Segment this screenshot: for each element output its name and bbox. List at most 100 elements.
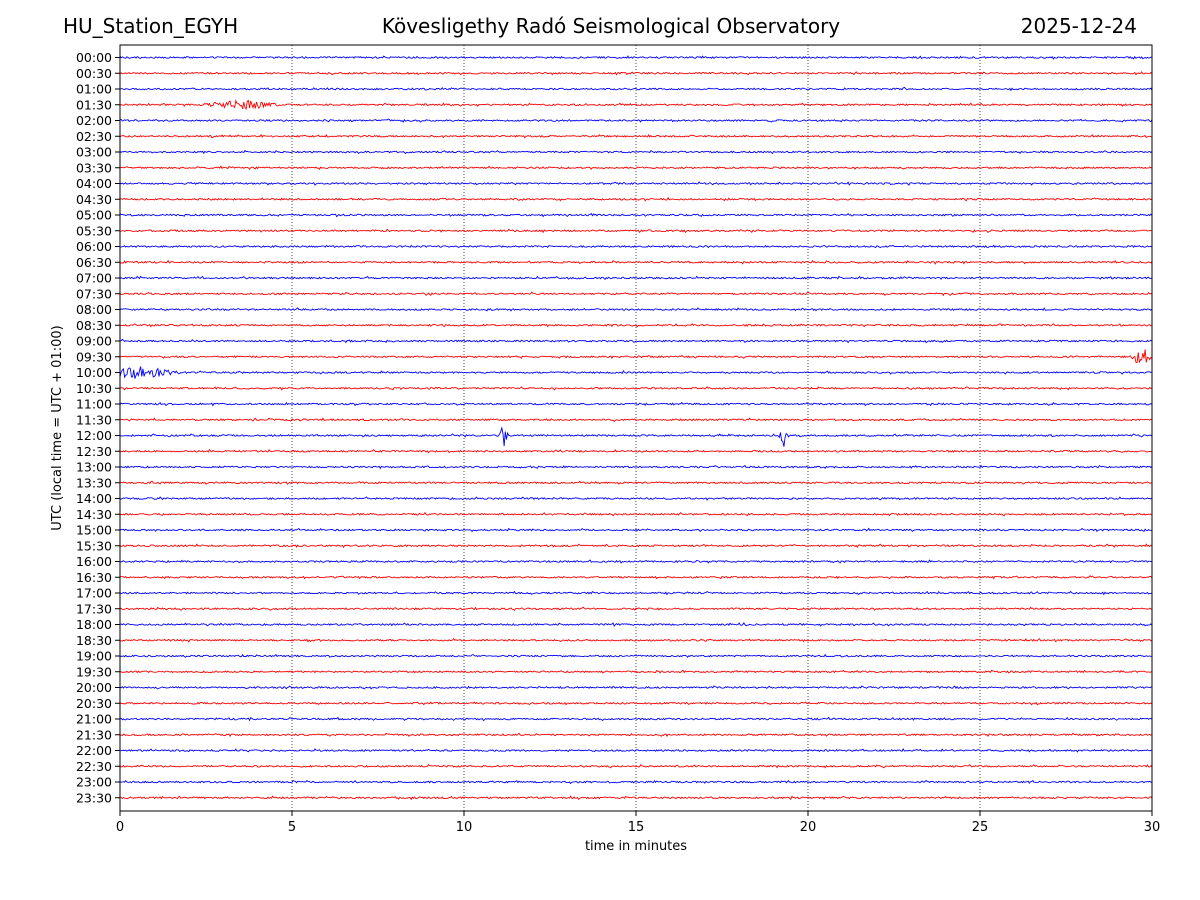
- trace-0230: [119, 133, 1153, 139]
- y-tick-label: 07:30: [76, 286, 112, 301]
- y-tick-label: 15:30: [76, 538, 112, 553]
- y-tick-label: 23:30: [76, 790, 112, 805]
- y-tick-label: 21:30: [76, 727, 112, 742]
- y-tick-label: 09:30: [76, 349, 112, 364]
- y-tick-label: 01:30: [76, 97, 112, 112]
- trace-1130: [119, 417, 1153, 422]
- y-tick-label: 00:00: [76, 50, 112, 65]
- trace-0600: [119, 244, 1153, 249]
- trace-2100: [119, 716, 1153, 722]
- trace-0200: [119, 118, 1153, 123]
- y-tick-label: 03:30: [76, 160, 112, 175]
- chart-date: 2025-12-24: [1020, 14, 1137, 38]
- trace-1800: [119, 622, 1153, 627]
- y-tick-label: 16:00: [76, 554, 112, 569]
- trace-2330: [119, 795, 1153, 801]
- trace-1000: [119, 366, 1153, 379]
- trace-0000: [119, 55, 1153, 60]
- y-tick-label: 12:00: [76, 428, 112, 443]
- x-axis-label: time in minutes: [585, 839, 687, 854]
- trace-1530: [119, 543, 1153, 549]
- y-tick-label: 18:00: [76, 617, 112, 632]
- y-tick-label: 09:00: [76, 334, 112, 349]
- x-tick-label: 15: [628, 820, 645, 835]
- trace-1700: [119, 590, 1153, 596]
- y-tick-label: 08:30: [76, 318, 112, 333]
- y-tick-label: 00:30: [76, 66, 112, 81]
- trace-1600: [119, 559, 1153, 564]
- station-name: HU_Station_EGYH: [63, 14, 239, 38]
- y-tick-label: 11:30: [76, 412, 112, 427]
- trace-0330: [119, 165, 1153, 171]
- trace-0800: [119, 307, 1153, 312]
- trace-0830: [119, 323, 1153, 328]
- x-axis: 0 5 10 15 20 25 30: [116, 811, 1160, 835]
- trace-1300: [119, 464, 1153, 470]
- x-tick-label: 20: [800, 820, 817, 835]
- trace-1200: [119, 426, 1153, 447]
- trace-0900: [119, 338, 1153, 344]
- trace-1330: [119, 480, 1153, 485]
- y-tick-label: 06:30: [76, 255, 112, 270]
- trace-0930: [119, 349, 1153, 364]
- trace-0100: [119, 86, 1153, 92]
- y-tick-label: 16:30: [76, 570, 112, 585]
- x-tick-label: 10: [456, 820, 473, 835]
- x-tick-label: 30: [1144, 820, 1161, 835]
- trace-0500: [119, 212, 1153, 218]
- y-tick-label: 19:30: [76, 664, 112, 679]
- y-tick-label: 12:30: [76, 444, 112, 459]
- y-tick-label: 08:00: [76, 302, 112, 317]
- trace-1400: [119, 496, 1153, 501]
- y-tick-label: 20:00: [76, 680, 112, 695]
- trace-0400: [119, 181, 1153, 186]
- y-tick-label: 05:00: [76, 208, 112, 223]
- trace-1930: [119, 669, 1153, 674]
- trace-0130: [119, 99, 1153, 111]
- trace-1630: [119, 575, 1153, 580]
- y-tick-label: 11:00: [76, 397, 112, 412]
- y-axis-label: UTC (local time = UTC + 01:00): [50, 325, 65, 530]
- y-tick-label: 07:00: [76, 271, 112, 286]
- y-tick-label: 04:00: [76, 176, 112, 191]
- trace-2230: [119, 763, 1153, 769]
- y-tick-label: 13:00: [76, 460, 112, 475]
- trace-2200: [119, 748, 1153, 753]
- trace-0700: [119, 275, 1153, 281]
- y-tick-label: 06:00: [76, 239, 112, 254]
- y-tick-label: 23:00: [76, 775, 112, 790]
- y-tick-label: 17:00: [76, 586, 112, 601]
- y-tick-label: 10:30: [76, 381, 112, 396]
- x-tick-label: 25: [972, 820, 989, 835]
- y-tick-label: 01:00: [76, 82, 112, 97]
- trace-0300: [119, 149, 1153, 155]
- y-tick-label: 05:30: [76, 223, 112, 238]
- trace-1730: [119, 606, 1153, 611]
- y-tick-label: 19:00: [76, 649, 112, 664]
- y-axis: 00:0000:3001:0001:3002:0002:3003:0003:30…: [76, 50, 120, 805]
- grid-lines: [291, 45, 981, 811]
- trace-1830: [119, 637, 1153, 643]
- y-tick-label: 04:30: [76, 192, 112, 207]
- y-tick-label: 02:30: [76, 129, 112, 144]
- y-tick-label: 02:00: [76, 113, 112, 128]
- trace-2300: [119, 779, 1153, 785]
- y-tick-label: 21:00: [76, 712, 112, 727]
- trace-1900: [119, 653, 1153, 659]
- y-tick-label: 14:00: [76, 491, 112, 506]
- chart-title: Kövesligethy Radó Seismological Observat…: [381, 14, 841, 38]
- trace-0430: [119, 196, 1153, 202]
- trace-1230: [119, 448, 1153, 454]
- y-tick-label: 15:00: [76, 523, 112, 538]
- y-tick-label: 18:30: [76, 633, 112, 648]
- y-tick-label: 17:30: [76, 601, 112, 616]
- trace-1030: [119, 386, 1153, 391]
- trace-2000: [119, 685, 1153, 690]
- y-tick-label: 10:00: [76, 365, 112, 380]
- y-tick-label: 22:30: [76, 759, 112, 774]
- trace-1430: [119, 511, 1153, 517]
- trace-0030: [119, 71, 1153, 76]
- trace-1500: [119, 527, 1153, 533]
- trace-2030: [119, 701, 1153, 706]
